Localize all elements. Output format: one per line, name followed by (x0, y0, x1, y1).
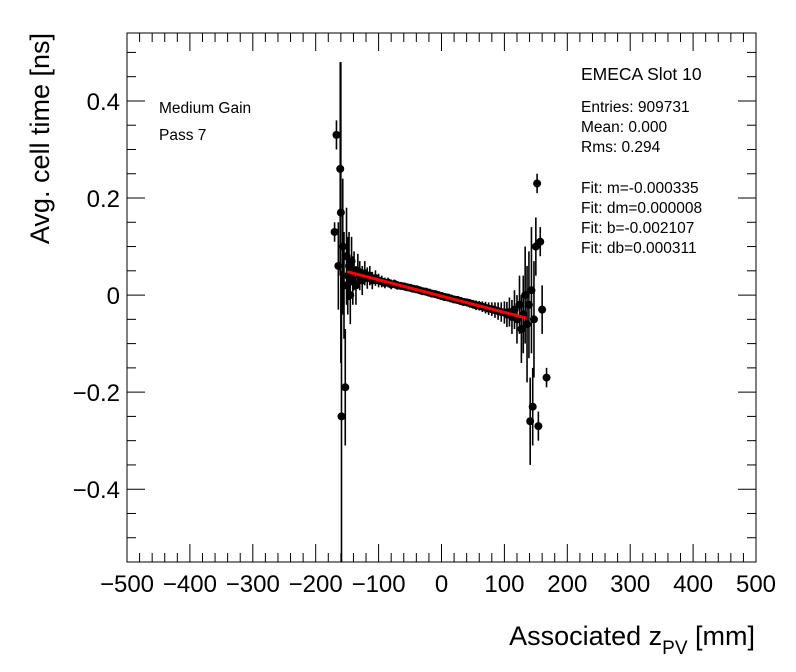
x-axis-title-sub: PV (662, 638, 688, 659)
x-tick-label: −200 (289, 571, 343, 598)
stats-title: EMECA Slot 10 (581, 64, 702, 84)
data-point (347, 257, 356, 266)
data-point (526, 417, 535, 426)
stat-rms: Rms: 0.294 (581, 139, 661, 156)
data-point (340, 281, 349, 290)
x-tick-label: −500 (100, 571, 154, 598)
data-point (521, 291, 530, 300)
data-point (528, 402, 537, 411)
x-tick-label: −400 (163, 571, 217, 598)
y-tick-label: −0.2 (73, 380, 120, 407)
x-axis-title: Associated zPV [mm] (509, 621, 755, 659)
data-point (527, 286, 536, 295)
data-point (346, 291, 355, 300)
fit-dm: Fit: dm=0.000008 (581, 200, 702, 217)
data-points (330, 130, 551, 431)
data-point (336, 208, 345, 217)
x-tick-label: −100 (352, 571, 406, 598)
x-tick-label: 400 (673, 571, 713, 598)
data-point (330, 227, 339, 236)
annotation-pass: Pass 7 (159, 127, 206, 144)
fit-line (346, 270, 527, 320)
data-point (529, 315, 538, 324)
stat-mean: Mean: 0.000 (581, 119, 668, 136)
x-tick-labels: −500 −400 −300 −200 −100 0 100 200 300 400 500 (100, 571, 776, 598)
data-point (351, 281, 360, 290)
y-tick-label: 0 (107, 283, 120, 310)
data-point (515, 300, 524, 309)
x-tick-label: 100 (484, 571, 524, 598)
y-tick-label: −0.4 (73, 477, 120, 504)
data-point (524, 300, 533, 309)
data-point (534, 422, 543, 431)
fit-line-group (346, 270, 527, 320)
x-tick-label: −300 (226, 571, 280, 598)
y-tick-label: 0.4 (87, 89, 120, 116)
data-point (338, 242, 347, 251)
annotation-medium-gain: Medium Gain (159, 100, 251, 117)
data-point (523, 320, 532, 329)
data-point (337, 412, 346, 421)
fit-db: Fit: db=0.000311 (581, 240, 697, 257)
x-tick-label: 200 (547, 571, 587, 598)
axis-ticks (126, 33, 757, 563)
y-axis-title: Avg. cell time [ns] (25, 33, 55, 244)
x-tick-label: 300 (610, 571, 650, 598)
x-tick-label: 0 (435, 571, 448, 598)
stat-entries: Entries: 909731 (581, 99, 690, 116)
data-point (517, 325, 526, 334)
data-point (510, 305, 519, 314)
data-point (336, 164, 345, 173)
data-point (538, 305, 547, 314)
x-axis-title-main: Associated z (509, 621, 662, 651)
data-point (542, 373, 551, 382)
y-tick-labels: −0.4 −0.2 0 0.2 0.4 (73, 89, 120, 504)
data-point (536, 237, 545, 246)
data-point (334, 261, 343, 270)
data-point (533, 179, 542, 188)
data-point (341, 383, 350, 392)
data-point (332, 130, 341, 139)
x-axis-title-unit: [mm] (688, 621, 756, 651)
fit-m: Fit: m=-0.000335 (581, 180, 699, 197)
x-tick-label: 500 (736, 571, 776, 598)
fit-b: Fit: b=-0.002107 (581, 220, 694, 237)
data-point (342, 252, 351, 261)
y-tick-label: 0.2 (87, 186, 120, 213)
